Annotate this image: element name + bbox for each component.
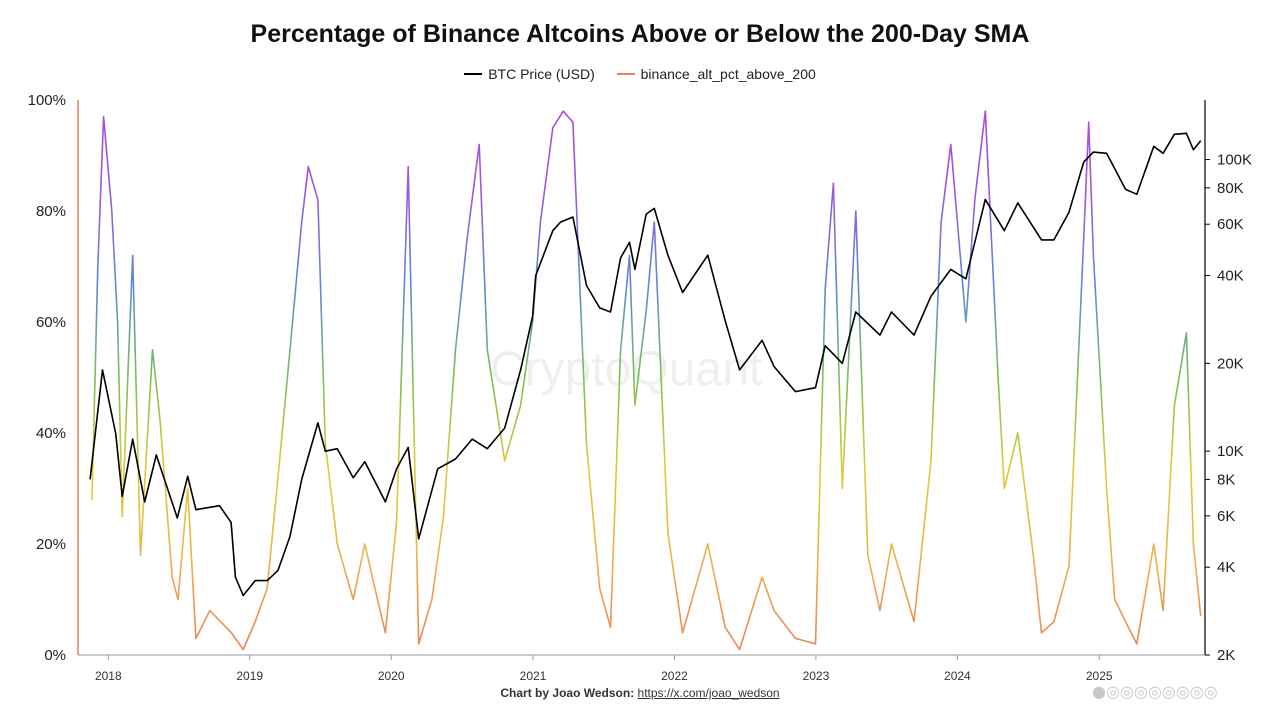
x-tick-label: 2020	[378, 669, 405, 683]
left-tick-label: 100%	[28, 92, 66, 109]
left-tick-label: 40%	[36, 425, 66, 442]
series-btc-price-line	[89, 132, 1202, 597]
x-tick-label: 2023	[803, 669, 830, 683]
left-tick-label: 60%	[36, 314, 66, 331]
right-tick-label: 10K	[1217, 443, 1244, 460]
x-tick-label: 2024	[944, 669, 971, 683]
credit-link[interactable]: https://x.com/joao_wedson	[637, 686, 780, 700]
credit-label: Chart by Joao Wedson:	[500, 686, 635, 700]
legend-item-btc[interactable]: BTC Price (USD)	[464, 66, 595, 82]
chart-title: Percentage of Binance Altcoins Above or …	[250, 20, 1030, 48]
series-alt-pct-line	[91, 110, 1202, 651]
x-tick-label: 2018	[95, 669, 122, 683]
chart-credit: Chart by Joao Wedson: https://x.com/joao…	[0, 686, 1280, 700]
x-tick-label: 2021	[520, 669, 547, 683]
right-tick-label: 40K	[1217, 268, 1244, 285]
x-tick-label: 2025	[1086, 669, 1113, 683]
right-tick-label: 2K	[1217, 647, 1235, 664]
right-tick-label: 20K	[1217, 355, 1244, 372]
legend-item-alt-pct[interactable]: binance_alt_pct_above_200	[616, 66, 816, 82]
left-tick-label: 0%	[44, 647, 66, 664]
right-tick-label: 8K	[1217, 471, 1235, 488]
x-tick-label: 2022	[661, 669, 688, 683]
right-tick-label: 4K	[1217, 559, 1235, 576]
x-tick-label: 2019	[236, 669, 263, 683]
background-watermark: CryptoQuant	[490, 343, 763, 396]
legend-label-alt-pct: binance_alt_pct_above_200	[640, 66, 816, 82]
right-tick-label: 100K	[1217, 152, 1252, 169]
chart-legend: BTC Price (USD) binance_alt_pct_above_20…	[0, 62, 1280, 82]
legend-swatch-btc	[464, 73, 483, 75]
corner-watermark: ●◎◎◎◎◎◎◎◎	[1092, 682, 1218, 701]
left-tick-label: 80%	[36, 203, 66, 220]
right-tick-label: 80K	[1217, 180, 1244, 197]
legend-swatch-alt-pct	[616, 73, 635, 75]
left-tick-label: 20%	[36, 536, 66, 553]
right-tick-label: 60K	[1217, 216, 1244, 233]
right-tick-label: 6K	[1217, 508, 1235, 525]
legend-label-btc: BTC Price (USD)	[488, 66, 595, 82]
